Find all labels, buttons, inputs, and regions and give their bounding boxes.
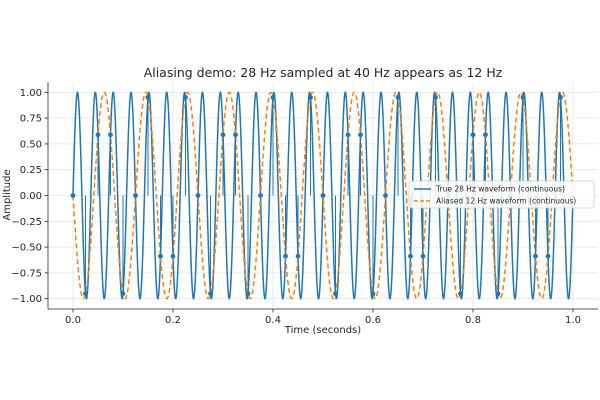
y-tick-label: −1.00	[11, 294, 42, 305]
x-tick-label: 0.6	[365, 315, 381, 326]
y-axis-label: Amplitude	[2, 169, 13, 220]
sample-point	[458, 291, 463, 297]
sample-point	[133, 193, 138, 198]
y-tick-label: 1.00	[20, 88, 42, 99]
sample-point	[158, 253, 163, 259]
sample-point	[70, 193, 76, 198]
x-tick-label: 0.4	[265, 315, 281, 326]
tick-labels: 0.0 0.2 0.4 0.6 0.8 1.0 −1.00 −0.75 −0.50 −0.25 0.…	[11, 88, 581, 326]
legend-entry-1: True 28 Hz waveform (continuous)	[435, 185, 565, 194]
sample-point	[533, 253, 538, 259]
y-tick-label: 0.25	[20, 165, 42, 176]
x-tick-label: 0.8	[465, 315, 481, 326]
sample-point	[420, 253, 426, 259]
sample-point	[258, 193, 263, 198]
x-tick-label: 1.0	[565, 315, 581, 326]
plot-area	[70, 91, 574, 300]
x-tick-label: 0.0	[65, 315, 81, 326]
y-tick-label: −0.50	[11, 243, 42, 254]
sample-point	[83, 291, 88, 297]
sample-point	[183, 94, 188, 100]
legend-box	[408, 180, 595, 209]
x-tick-label: 0.2	[165, 315, 181, 326]
sample-point	[245, 291, 251, 297]
sample-point	[483, 132, 488, 138]
sample-point	[495, 291, 501, 297]
chart-title: Aliasing demo: 28 Hz sampled at 40 Hz ap…	[144, 65, 503, 80]
sample-point	[308, 94, 313, 100]
y-tick-label: 0.00	[20, 191, 42, 202]
legend-entry-2: Aliased 12 Hz waveform (continuous)	[436, 197, 576, 206]
sample-point	[283, 253, 288, 259]
sample-point	[395, 94, 401, 100]
sample-point	[295, 253, 301, 259]
sample-point	[195, 193, 201, 198]
sample-point	[95, 132, 101, 138]
grid	[48, 82, 598, 309]
y-tick-label: −0.75	[11, 268, 42, 279]
sample-point	[408, 253, 413, 259]
axes	[44, 82, 598, 313]
sample-point	[333, 291, 338, 297]
sample-point	[383, 193, 388, 198]
sample-point	[370, 291, 376, 297]
x-axis-label: Time (seconds)	[284, 325, 361, 336]
sample-point	[433, 94, 438, 100]
sample-point	[345, 132, 351, 138]
y-tick-label: −0.25	[11, 217, 42, 228]
sample-point	[358, 132, 363, 138]
sample-point	[558, 94, 563, 100]
sample-point	[233, 132, 238, 138]
sample-point	[120, 291, 126, 297]
sample-point	[208, 291, 213, 297]
sample-point	[108, 132, 113, 138]
sample-point	[220, 132, 226, 138]
legend: True 28 Hz waveform (continuous) Aliased …	[408, 180, 595, 209]
sample-point	[470, 132, 476, 138]
y-tick-label: 0.75	[20, 114, 42, 125]
sample-point	[270, 94, 276, 100]
sample-point	[520, 94, 526, 100]
sample-point	[145, 94, 151, 100]
sample-point	[545, 253, 551, 259]
sample-point	[320, 193, 326, 198]
y-tick-label: 0.50	[20, 139, 42, 150]
sample-point	[170, 253, 176, 259]
